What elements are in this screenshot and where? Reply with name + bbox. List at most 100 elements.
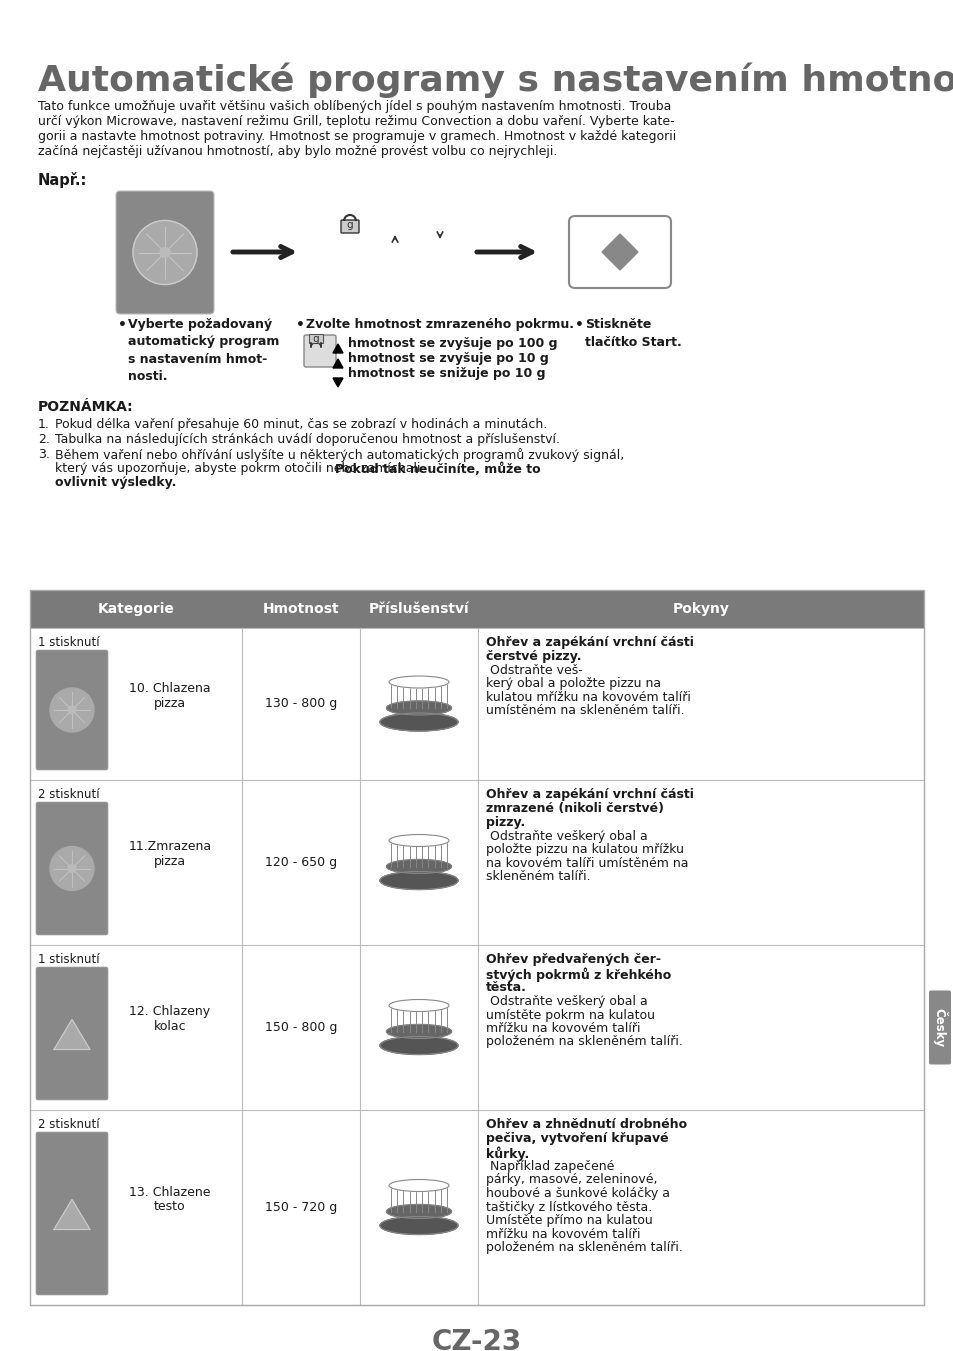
Text: určí výkon Microwave, nastavení režimu Grill, teplotu režimu Convection a dobu v: určí výkon Microwave, nastavení režimu G… xyxy=(38,115,674,128)
Text: Stiskněte
tlačítko Start.: Stiskněte tlačítko Start. xyxy=(584,317,681,349)
Text: 2.: 2. xyxy=(38,434,50,446)
FancyBboxPatch shape xyxy=(36,802,108,935)
FancyBboxPatch shape xyxy=(928,990,950,1065)
Text: CZ-23: CZ-23 xyxy=(432,1328,521,1351)
Text: Zvolte hmotnost zmrazeného pokrmu.: Zvolte hmotnost zmrazeného pokrmu. xyxy=(306,317,574,331)
Ellipse shape xyxy=(386,859,451,874)
FancyBboxPatch shape xyxy=(340,220,358,232)
Text: Ohřev a zapékání vrchní části: Ohřev a zapékání vrchní části xyxy=(485,636,693,648)
Ellipse shape xyxy=(389,1179,449,1192)
Polygon shape xyxy=(54,1020,90,1050)
Text: čerstvé pizzy.: čerstvé pizzy. xyxy=(485,650,581,663)
Bar xyxy=(30,944,923,1111)
Text: 2 stisknutí: 2 stisknutí xyxy=(38,788,99,801)
Text: umístěte pokrm na kulatou: umístěte pokrm na kulatou xyxy=(485,1008,655,1021)
Text: 3.: 3. xyxy=(38,449,50,461)
Text: Umístěte přímo na kulatou: Umístěte přímo na kulatou xyxy=(485,1215,652,1227)
Circle shape xyxy=(68,865,76,873)
FancyBboxPatch shape xyxy=(36,650,108,770)
Text: který vás upozorňuje, abyste pokrm otočili nebo zamíchali.: který vás upozorňuje, abyste pokrm otoči… xyxy=(55,462,428,476)
Ellipse shape xyxy=(386,701,451,715)
Ellipse shape xyxy=(389,1000,449,1012)
Circle shape xyxy=(328,240,372,284)
Text: Pokud délka vaření přesahuje 60 minut, čas se zobrazí v hodinách a minutách.: Pokud délka vaření přesahuje 60 minut, č… xyxy=(55,417,547,431)
Text: g: g xyxy=(346,220,353,230)
Text: g: g xyxy=(313,334,319,345)
Text: začíná nejčastěji užívanou hmotností, aby bylo možné provést volbu co nejrychlej: začíná nejčastěji užívanou hmotností, ab… xyxy=(38,145,557,158)
Text: skleněném talíři.: skleněném talíři. xyxy=(485,870,590,884)
Text: 1 stisknutí: 1 stisknutí xyxy=(38,952,99,966)
Text: POZNÁMKA:: POZNÁMKA: xyxy=(38,400,133,413)
Polygon shape xyxy=(54,1200,90,1229)
Text: umístěném na skleněném talíři.: umístěném na skleněném talíři. xyxy=(485,704,684,717)
FancyBboxPatch shape xyxy=(30,590,923,628)
Text: Např.:: Např.: xyxy=(38,172,88,188)
Text: Kategorie: Kategorie xyxy=(97,603,174,616)
Bar xyxy=(30,1111,923,1305)
Text: Automatické programy s nastavením hmotnosti: Automatické programy s nastavením hmotno… xyxy=(38,62,953,97)
Text: zmrazené (nikoli čerstvé): zmrazené (nikoli čerstvé) xyxy=(485,802,663,815)
Text: 120 - 650 g: 120 - 650 g xyxy=(265,857,336,869)
Text: těsta.: těsta. xyxy=(485,981,526,994)
Text: položeném na skleněném talíři.: položeném na skleněném talíři. xyxy=(485,1035,682,1048)
Text: položeném na skleněném talíři.: položeném na skleněném talíři. xyxy=(485,1242,682,1254)
Text: pečiva, vytvoření křupavé: pečiva, vytvoření křupavé xyxy=(485,1132,668,1146)
FancyBboxPatch shape xyxy=(568,216,670,288)
Text: 2 stisknutí: 2 stisknutí xyxy=(38,1119,99,1131)
Text: ovlivnit výsledky.: ovlivnit výsledky. xyxy=(55,476,176,489)
Text: 12. Chlazeny
kolac: 12. Chlazeny kolac xyxy=(130,1005,211,1034)
Circle shape xyxy=(132,220,196,285)
Text: Vyberte požadovaný
automatický program
s nastavením hmot-
nosti.: Vyberte požadovaný automatický program s… xyxy=(128,317,279,384)
Circle shape xyxy=(68,707,76,713)
FancyBboxPatch shape xyxy=(36,967,108,1100)
Text: 13. Chlazene
testo: 13. Chlazene testo xyxy=(129,1185,211,1213)
Text: hmotnost se zvyšuje po 100 g: hmotnost se zvyšuje po 100 g xyxy=(348,336,557,350)
Text: Ohřev a zhnědnutí drobného: Ohřev a zhnědnutí drobného xyxy=(485,1119,686,1131)
Ellipse shape xyxy=(379,1216,457,1235)
Text: položte pizzu na kulatou mřížku: položte pizzu na kulatou mřížku xyxy=(485,843,683,857)
Text: 11.Zmrazena
pizza: 11.Zmrazena pizza xyxy=(129,840,212,869)
Text: Ohřev předvařených čer-: Ohřev předvařených čer- xyxy=(485,952,660,966)
Bar xyxy=(30,590,923,1305)
Text: 130 - 800 g: 130 - 800 g xyxy=(265,697,336,711)
Text: gorii a nastavte hmotnost potraviny. Hmotnost se programuje v gramech. Hmotnost : gorii a nastavte hmotnost potraviny. Hmo… xyxy=(38,130,676,143)
FancyBboxPatch shape xyxy=(304,335,335,367)
Ellipse shape xyxy=(386,1024,451,1039)
Text: kůrky.: kůrky. xyxy=(485,1146,529,1161)
Text: mřížku na kovovém talíři: mřížku na kovovém talíři xyxy=(485,1228,639,1240)
Ellipse shape xyxy=(386,1205,451,1219)
Text: hmotnost se snižuje po 10 g: hmotnost se snižuje po 10 g xyxy=(348,367,545,380)
Text: Hmotnost: Hmotnost xyxy=(262,603,339,616)
Text: Příslušenství: Příslušenství xyxy=(368,603,469,616)
Text: Tabulka na následujících stránkách uvádí doporučenou hmotnost a příslušenství.: Tabulka na následujících stránkách uvádí… xyxy=(55,434,559,446)
Text: •: • xyxy=(295,317,305,332)
Circle shape xyxy=(417,240,461,284)
Text: Pokud tak neučiníte, může to: Pokud tak neučiníte, může to xyxy=(335,462,540,476)
Ellipse shape xyxy=(379,713,457,731)
Polygon shape xyxy=(333,359,343,367)
Polygon shape xyxy=(333,345,343,353)
Text: kulatou mřížku na kovovém talíři: kulatou mřížku na kovovém talíři xyxy=(485,690,690,704)
Text: na kovovém talíři umístěném na: na kovovém talíři umístěném na xyxy=(485,857,688,870)
Circle shape xyxy=(373,240,416,284)
Circle shape xyxy=(50,847,94,890)
Text: kerý obal a položte pizzu na: kerý obal a položte pizzu na xyxy=(485,677,660,690)
Ellipse shape xyxy=(389,676,449,688)
Bar xyxy=(30,609,923,628)
Text: 150 - 800 g: 150 - 800 g xyxy=(265,1021,336,1034)
Polygon shape xyxy=(601,234,638,270)
Ellipse shape xyxy=(379,1036,457,1055)
Text: Během vaření nebo ohřívání uslyšíte u některých automatických programů zvukový s: Během vaření nebo ohřívání uslyšíte u ně… xyxy=(55,449,623,462)
Text: Česky: Česky xyxy=(931,1008,946,1047)
Ellipse shape xyxy=(379,871,457,889)
Text: 1 stisknutí: 1 stisknutí xyxy=(38,636,99,648)
Text: pizzy.: pizzy. xyxy=(485,816,525,830)
Text: Odstraňte veškerý obal a: Odstraňte veškerý obal a xyxy=(485,830,647,843)
Circle shape xyxy=(50,688,94,732)
Text: 10. Chlazena
pizza: 10. Chlazena pizza xyxy=(129,682,211,711)
Text: Pokyny: Pokyny xyxy=(672,603,729,616)
Text: stvých pokrmů z křehkého: stvých pokrmů z křehkého xyxy=(485,967,671,982)
FancyBboxPatch shape xyxy=(116,190,213,313)
Bar xyxy=(309,334,323,343)
Bar xyxy=(30,780,923,944)
